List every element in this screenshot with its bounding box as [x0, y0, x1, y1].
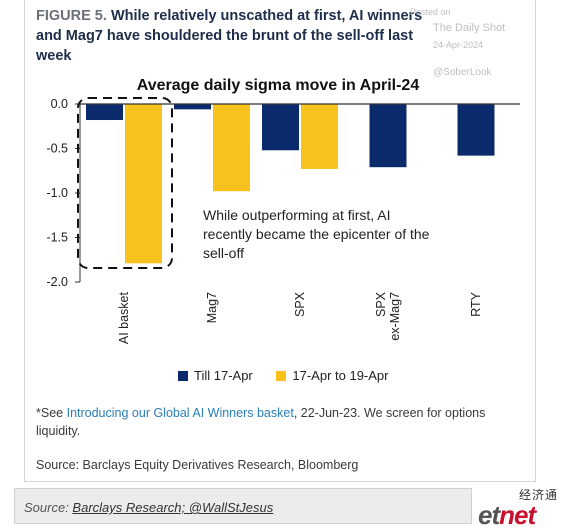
- x-tick-label-0-0: AI basket: [117, 291, 131, 344]
- x-tick-label-3-1: ex-Mag7: [388, 292, 402, 341]
- source-bar: Source: Barclays Research; @WallStJesus: [14, 488, 472, 524]
- y-tick-label: -1.5: [46, 231, 68, 245]
- legend-item-range: 17-Apr to 19-Apr: [276, 368, 389, 383]
- bar-till-3: [369, 104, 407, 168]
- source-bar-link[interactable]: Barclays Research; @WallStJesus: [72, 500, 274, 515]
- etnet-wordmark: etnet: [478, 500, 536, 531]
- legend-label-till: Till 17-Apr: [194, 368, 253, 383]
- footnote-suffix: , 22-Jun-23. We screen for options liqui…: [36, 406, 486, 438]
- y-tick-label: 0.0: [51, 97, 68, 111]
- legend-label-range: 17-Apr to 19-Apr: [292, 368, 389, 383]
- annotation-line-2: sell-off: [203, 245, 244, 261]
- legend-swatch-range: [276, 370, 287, 381]
- watermark-handle: @SoberLook: [433, 67, 492, 78]
- annotation-line-1: recently became the epicenter of the: [203, 226, 430, 242]
- chart-source: Source: Barclays Equity Derivatives Rese…: [36, 458, 359, 472]
- etnet-wordmark-et: et: [478, 500, 500, 530]
- watermark-posted: Posted on: [410, 7, 451, 17]
- watermark-date: 24-Apr-2024: [433, 40, 484, 50]
- bar-range-2: [301, 104, 338, 169]
- footnote-link[interactable]: Introducing our Global AI Winners basket: [66, 406, 294, 420]
- figure-title: FIGURE 5. While relatively unscathed at …: [36, 6, 436, 66]
- bar-till-1: [174, 104, 211, 110]
- x-tick-label-1-0: Mag7: [205, 292, 219, 323]
- sigma-bar-chart: Average daily sigma move in April-24 0.0 -…: [46, 77, 520, 344]
- footnote: *See Introducing our Global AI Winners b…: [36, 404, 516, 440]
- y-tick-label: -1.0: [46, 186, 68, 200]
- x-tick-label-3-0: SPX: [374, 291, 388, 317]
- source-bar-text: Source: Barclays Research; @WallStJesus: [24, 500, 273, 515]
- chart-title: Average daily sigma move in April-24: [137, 77, 420, 94]
- figure-card: [24, 0, 536, 482]
- figure-title-text: While relatively unscathed at first, AI …: [36, 8, 423, 64]
- bar-till-2: [262, 104, 299, 151]
- figure-label: FIGURE 5.: [36, 8, 107, 24]
- legend-swatch-till: [178, 370, 188, 381]
- x-tick-label-2-0: SPX: [293, 291, 307, 317]
- chart-legend: Till 17-Apr 17-Apr to 19-Apr: [178, 368, 409, 383]
- bar-till-0: [86, 104, 123, 121]
- bar-range-0: [125, 104, 162, 264]
- watermark-daily-shot: The Daily Shot: [433, 22, 506, 34]
- etnet-wordmark-net: net: [499, 500, 536, 530]
- annotation-line-0: While outperforming at first, AI: [203, 207, 391, 223]
- bar-range-1: [213, 104, 250, 192]
- etnet-logo[interactable]: 经济通 etnet: [478, 486, 562, 530]
- y-tick-label: -0.5: [46, 142, 68, 156]
- etnet-chinese-name: 经济通: [518, 488, 558, 502]
- legend-item-till: Till 17-Apr: [178, 368, 253, 383]
- source-bar-label: Source:: [24, 500, 73, 515]
- highlight-box: [77, 97, 173, 269]
- footnote-prefix: *See: [36, 406, 67, 420]
- x-tick-label-4-0: RTY: [469, 291, 483, 316]
- bar-till-4: [457, 104, 495, 156]
- y-tick-label: -2.0: [46, 275, 68, 289]
